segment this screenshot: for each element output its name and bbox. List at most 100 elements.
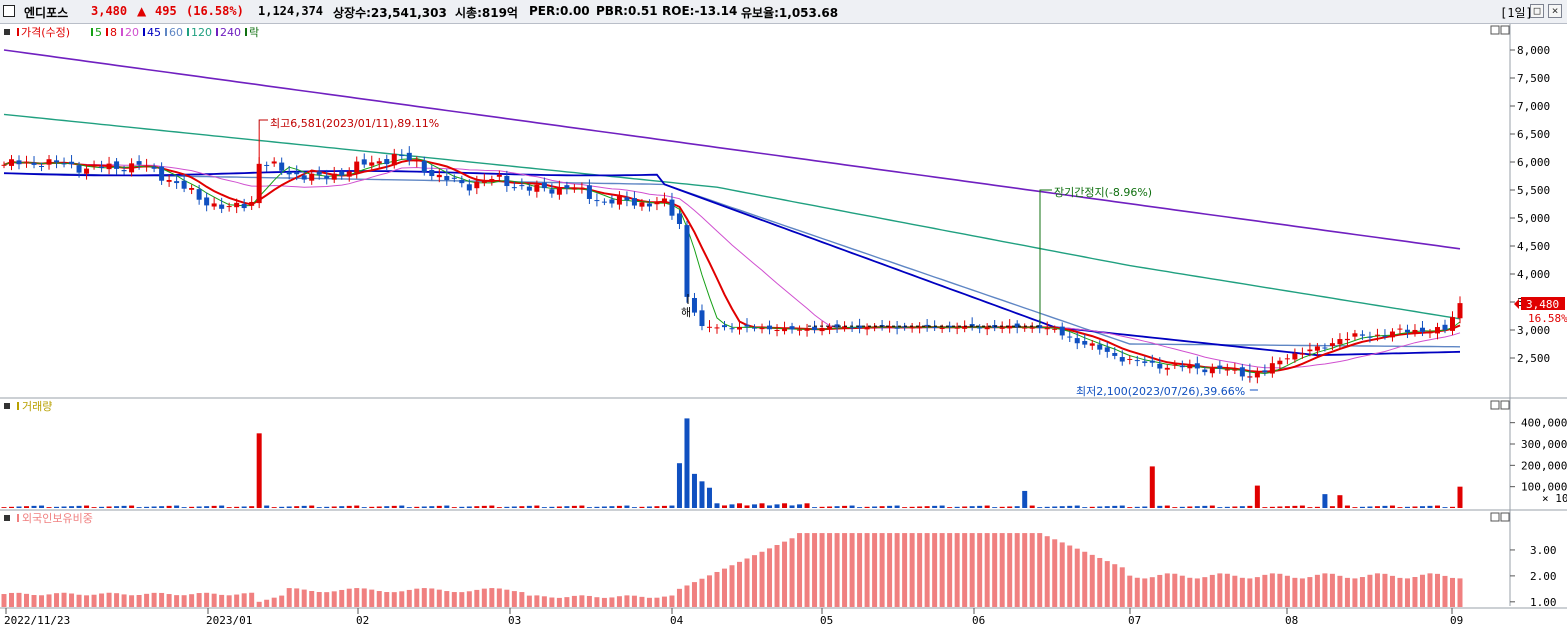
volume-bar [504,506,510,508]
foreign-ratio-bar [917,533,923,607]
foreign-ratio-bar [1284,575,1290,607]
candle-body [1082,340,1088,345]
foreign-ratio-bar [414,588,420,607]
volume-bar [1224,506,1230,508]
foreign-ratio-bar [1007,533,1013,607]
foreign-ratio-bar [1299,578,1305,607]
foreign-ratio-bar [812,533,818,607]
foreign-ratio-bar [1059,542,1065,607]
panel-minimize-icon[interactable] [1490,512,1500,522]
price-tag-value: 3,480 [1526,298,1559,311]
foreign-ratio-bar [526,595,532,607]
chart-canvas[interactable]: 8,000 7,500 7,000 6,500 6,000 5,500 5,000 4,500… [0,24,1567,630]
candle-body [504,175,510,187]
volume-tick-label: 100,000 [1521,481,1567,494]
volume-bar [271,507,277,508]
volume-bar [1052,506,1058,508]
candle-body [834,324,840,328]
foreign-ratio-bar [556,597,562,607]
legend-square-icon [4,29,10,35]
candle-body [24,161,30,163]
panel-minimize-icon[interactable] [1490,400,1500,410]
candle-body [1044,328,1050,330]
price-tick-label: 7,000 [1517,100,1550,113]
foreign-ratio-bar [151,592,157,607]
foreign-ratio-bar [1127,575,1133,607]
foreign-ratio-bar [16,592,22,607]
volume-bar [894,505,900,508]
candle-body [1089,343,1095,346]
foreign-ratio-bar [1322,573,1328,607]
candle-body [414,159,420,162]
price-tick-label: 8,000 [1517,44,1550,57]
volume-bar [1014,506,1020,508]
volume-bar [1389,505,1395,508]
volume-bar [571,505,577,508]
candle-body [1232,369,1238,371]
volume-bar [1202,505,1208,508]
foreign-ratio-bar [962,533,968,607]
candle-body [849,327,855,329]
panel-close-icon[interactable] [1500,25,1510,35]
foreign-ratio-bar [1089,554,1095,607]
foreign-ratio-bar [1337,575,1343,607]
foreign-ratio-bar [571,595,577,607]
foreign-ratio-bar [189,594,195,607]
volume-bar [1322,494,1328,508]
volume-multiplier: × 10 [1542,492,1567,505]
candle-body [594,200,600,202]
volume-bar [1059,506,1065,508]
foreign-ratio-bar [451,592,457,607]
volume-bar [549,506,555,508]
date-tick-label: 05 [820,614,833,627]
volume-bar [684,418,690,508]
panel-minimize-icon[interactable] [1490,25,1500,35]
close-button[interactable]: × [1548,4,1562,18]
foreign-ratio-bar [924,533,930,607]
select-checkbox[interactable] [3,5,15,17]
foreign-ratio-bar [1247,578,1253,607]
period-selector[interactable]: [1일] [1500,6,1533,20]
candle-body [1352,333,1358,337]
restore-button[interactable]: □ [1530,4,1544,18]
legend-color-icon [106,28,108,36]
foreign-ratio-bar [129,595,135,607]
candle-body [1097,344,1103,350]
volume-bar [864,506,870,508]
foreign-ratio-bar [1442,575,1448,607]
candle-body [1157,363,1163,369]
foreign-ratio-bar [114,593,120,607]
foreign-ratio-bar [99,593,105,607]
price-tick-label: 3,000 [1517,324,1550,337]
volume-bar [932,505,938,508]
candle-body [61,163,67,165]
volume-bar [1314,506,1320,508]
foreign-ratio-bar [1112,564,1118,607]
foreign-ratio-bar [586,595,592,607]
volume-bar [76,505,82,508]
candle-body [496,174,502,177]
hae-annotation: 해 [681,305,691,319]
foreign-ratio-bar [1217,573,1223,607]
volume-bar [1172,507,1178,508]
volume-bar [106,506,112,508]
volume-bar [586,507,592,508]
volume-bar [992,507,998,508]
candle-body [1434,327,1440,334]
foreign-ratio-bar [774,545,780,607]
volume-bar [1254,485,1260,508]
price-change: 495 [155,4,177,18]
candle-body [31,162,37,165]
foreign-ratio-bar [909,533,915,607]
price-legend: 가격(수정) 5 8 20 45 60 120 240 락 [4,26,259,39]
panel-close-icon[interactable] [1500,512,1510,522]
candle-body [1187,365,1193,369]
candle-body [1419,327,1425,332]
foreign-ratio-bar [1074,548,1080,607]
foreign-ratio-bar [669,595,675,607]
foreign-ratio-bar [1149,577,1155,607]
foreign-ratio-bar [1082,551,1088,607]
candle-body [361,159,367,165]
panel-close-icon[interactable] [1500,400,1510,410]
stock-name[interactable]: 엔디포스 [24,6,69,20]
